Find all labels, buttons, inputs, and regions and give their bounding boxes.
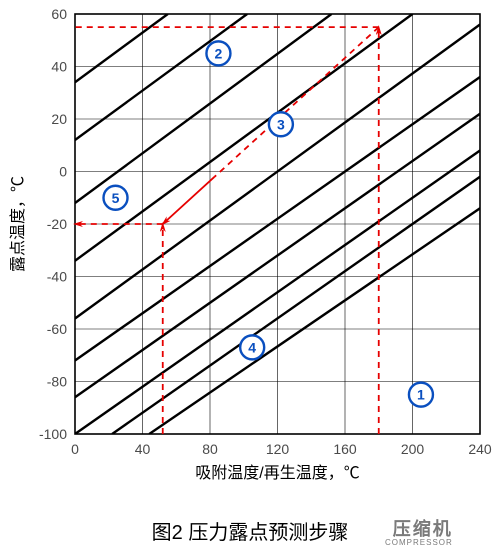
svg-text:5: 5 (112, 190, 120, 206)
svg-text:4: 4 (248, 339, 256, 355)
svg-text:0: 0 (59, 164, 67, 180)
watermark-line1: 压缩机 (385, 520, 453, 539)
svg-text:40: 40 (51, 59, 67, 75)
svg-text:40: 40 (135, 441, 151, 457)
svg-text:1: 1 (417, 387, 425, 403)
figure-root: 1 2 3 4 5 0 40 80 120 160 200 240 -100 -80 -60 -40 -20 0 2… (0, 0, 500, 556)
watermark: 压缩机 COMPRESSOR (385, 520, 453, 547)
svg-text:露点温度，℃: 露点温度，℃ (9, 176, 27, 272)
svg-text:200: 200 (401, 441, 425, 457)
svg-text:2: 2 (215, 45, 223, 61)
svg-text:-40: -40 (47, 269, 67, 285)
svg-text:-80: -80 (47, 374, 67, 390)
svg-text:60: 60 (51, 6, 67, 22)
svg-text:20: 20 (51, 111, 67, 127)
svg-text:-60: -60 (47, 321, 67, 337)
svg-text:160: 160 (333, 441, 357, 457)
svg-text:3: 3 (277, 116, 285, 132)
svg-text:80: 80 (202, 441, 218, 457)
svg-text:120: 120 (266, 441, 290, 457)
chart-svg: 1 2 3 4 5 0 40 80 120 160 200 240 -100 -80 -60 -40 -20 0 2… (0, 0, 500, 490)
svg-text:-100: -100 (39, 426, 67, 442)
svg-text:-20: -20 (47, 216, 67, 232)
svg-text:0: 0 (71, 441, 79, 457)
svg-text:240: 240 (468, 441, 492, 457)
svg-text:吸附温度/再生温度，℃: 吸附温度/再生温度，℃ (195, 464, 359, 482)
watermark-line2: COMPRESSOR (385, 539, 453, 547)
